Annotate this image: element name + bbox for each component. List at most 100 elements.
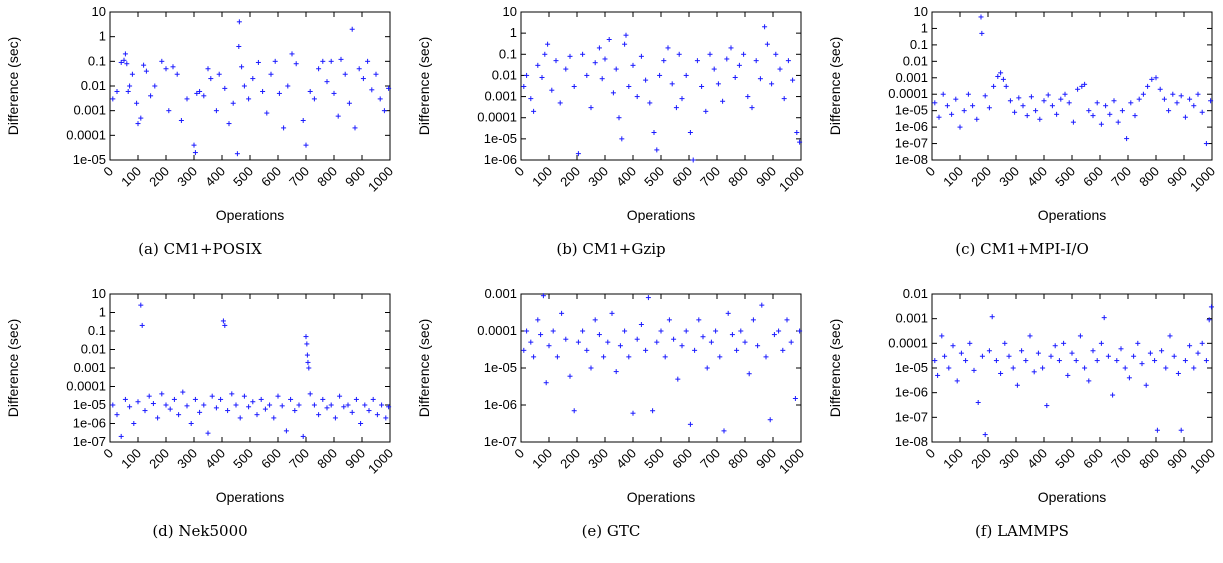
data-point <box>605 339 611 345</box>
data-point <box>554 354 560 360</box>
data-point <box>122 396 128 402</box>
data-point <box>276 90 282 96</box>
data-point <box>622 328 628 334</box>
x-tick-label: 600 <box>669 164 695 190</box>
data-point <box>713 328 719 334</box>
y-tick-label: 1e-06 <box>484 397 517 412</box>
data-point <box>1086 378 1092 384</box>
data-point <box>535 62 541 68</box>
data-point <box>1044 403 1050 409</box>
chart-panel-b: 1e-06 1e-05 0.0001 0.001 0.01 0.1 1 10 0 100 200 30… <box>411 0 811 281</box>
data-point <box>1045 92 1051 98</box>
data-point <box>571 408 577 414</box>
data-point <box>539 74 545 80</box>
data-point <box>1174 100 1180 106</box>
data-point <box>584 347 590 353</box>
x-tick-label: 300 <box>585 446 611 472</box>
data-point <box>316 412 322 418</box>
data-point <box>1199 340 1205 346</box>
data-point <box>1052 343 1058 349</box>
data-point <box>335 113 341 119</box>
data-point <box>773 51 779 57</box>
chart-svg-e: 1e-07 1e-06 1e-05 0.0001 0.001 0 100 200 300 400 5… <box>416 286 807 505</box>
data-point <box>366 408 372 414</box>
data-point <box>588 365 594 371</box>
data-point <box>553 58 559 64</box>
data-point <box>142 408 148 414</box>
data-point <box>736 62 742 68</box>
data-point <box>759 302 765 308</box>
data-point <box>288 396 294 402</box>
data-point <box>316 66 322 72</box>
y-axis-title: Difference (sec) <box>416 37 432 136</box>
data-point <box>651 129 657 135</box>
data-point <box>114 412 120 418</box>
data-point <box>118 433 124 439</box>
data-point <box>545 41 551 47</box>
data-point <box>643 77 649 83</box>
y-tick-label: 0.1 <box>499 46 517 61</box>
data-point <box>521 347 527 353</box>
data-point <box>613 66 619 72</box>
data-point <box>609 310 615 316</box>
data-point <box>662 354 668 360</box>
data-point <box>535 317 541 323</box>
data-point <box>1122 365 1128 371</box>
data-point <box>563 336 569 342</box>
chart-svg-c: 1e-081e-071e-061e-050.00010.0010.010.111… <box>827 4 1218 223</box>
data-point <box>114 88 120 94</box>
data-point <box>1178 93 1184 99</box>
data-point <box>995 73 1001 79</box>
data-point <box>304 352 310 358</box>
data-point <box>764 41 770 47</box>
data-point <box>1098 121 1104 127</box>
data-point <box>1115 119 1121 125</box>
data-point <box>205 66 211 72</box>
data-point <box>528 339 534 345</box>
y-axis-title: Difference (sec) <box>827 319 843 418</box>
data-point <box>222 85 228 91</box>
data-point <box>346 100 352 106</box>
data-point <box>127 404 133 410</box>
data-point <box>790 77 796 83</box>
data-point <box>650 408 656 414</box>
data-point <box>122 51 128 57</box>
x-tick-label: 900 <box>753 446 779 472</box>
data-point <box>1178 427 1184 433</box>
data-point <box>381 108 387 114</box>
data-point <box>936 114 942 120</box>
data-point <box>324 405 330 411</box>
data-point <box>1075 86 1081 92</box>
data-point <box>293 61 299 67</box>
x-tick-label: 100 <box>118 164 144 190</box>
data-point <box>1161 96 1167 102</box>
data-point <box>989 314 995 320</box>
data-point <box>643 347 649 353</box>
data-point <box>226 121 232 127</box>
data-point <box>222 322 228 328</box>
data-point <box>784 317 790 323</box>
data-point <box>194 90 200 96</box>
y-tick-label: 0.001 <box>73 360 106 375</box>
data-point <box>676 51 682 57</box>
data-point <box>135 399 141 405</box>
data-point <box>567 373 573 379</box>
data-point <box>213 108 219 114</box>
y-tick-label: 10 <box>914 4 928 19</box>
data-point <box>1208 304 1214 310</box>
data-point <box>332 415 338 421</box>
y-tick-label: 0.01 <box>81 342 106 357</box>
data-point <box>932 358 938 364</box>
data-point <box>230 100 236 106</box>
data-point <box>792 395 798 401</box>
data-point <box>324 79 330 85</box>
data-point <box>1056 358 1062 364</box>
plot-frame <box>109 11 391 161</box>
data-point <box>213 405 219 411</box>
data-point <box>738 328 744 334</box>
data-point <box>216 71 222 77</box>
x-tick-label: 400 <box>613 164 639 190</box>
data-point <box>970 103 976 109</box>
